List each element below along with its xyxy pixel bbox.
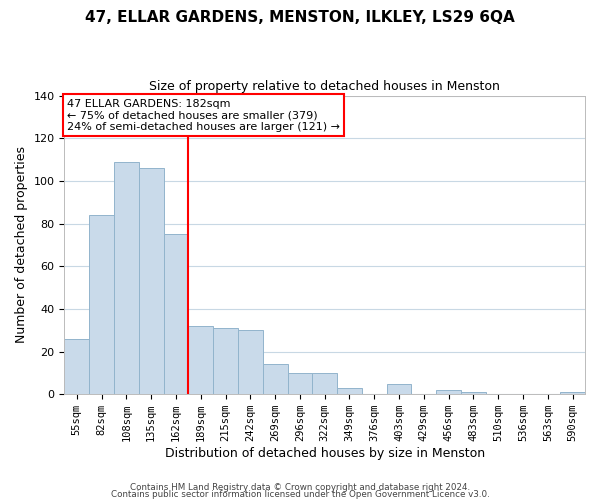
Bar: [461, 392, 486, 394]
Text: 47 ELLAR GARDENS: 182sqm
← 75% of detached houses are smaller (379)
24% of semi-: 47 ELLAR GARDENS: 182sqm ← 75% of detach…: [67, 98, 340, 132]
Text: 47, ELLAR GARDENS, MENSTON, ILKLEY, LS29 6QA: 47, ELLAR GARDENS, MENSTON, ILKLEY, LS29…: [85, 10, 515, 25]
Bar: [89, 215, 114, 394]
Text: Contains HM Land Registry data © Crown copyright and database right 2024.: Contains HM Land Registry data © Crown c…: [130, 484, 470, 492]
Bar: [139, 168, 164, 394]
Bar: [560, 392, 585, 394]
Bar: [64, 339, 89, 394]
Text: Contains public sector information licensed under the Open Government Licence v3: Contains public sector information licen…: [110, 490, 490, 499]
Bar: [263, 364, 287, 394]
Bar: [386, 384, 412, 394]
Bar: [114, 162, 139, 394]
Bar: [287, 373, 313, 394]
Bar: [164, 234, 188, 394]
Bar: [313, 373, 337, 394]
X-axis label: Distribution of detached houses by size in Menston: Distribution of detached houses by size …: [164, 447, 485, 460]
Y-axis label: Number of detached properties: Number of detached properties: [15, 146, 28, 344]
Bar: [213, 328, 238, 394]
Bar: [188, 326, 213, 394]
Bar: [238, 330, 263, 394]
Bar: [337, 388, 362, 394]
Title: Size of property relative to detached houses in Menston: Size of property relative to detached ho…: [149, 80, 500, 93]
Bar: [436, 390, 461, 394]
